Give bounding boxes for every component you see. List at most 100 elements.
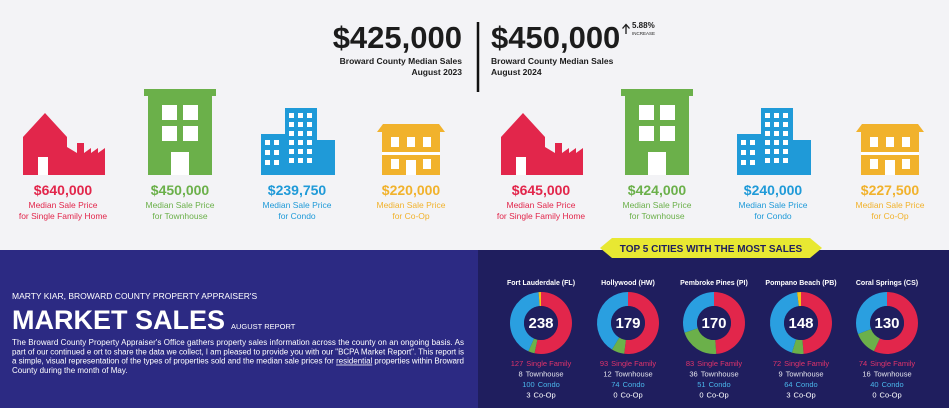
legend-label: Condo bbox=[623, 380, 645, 389]
city-total: 179 bbox=[615, 315, 640, 332]
icon-part bbox=[171, 152, 189, 175]
price-caption: Median Sale Price bbox=[29, 200, 98, 210]
increase-arrow bbox=[622, 23, 630, 34]
icon-part bbox=[183, 105, 198, 120]
legend-label: Co-Op bbox=[794, 391, 816, 400]
icon-part bbox=[648, 152, 666, 175]
legend-line: 74 Condo bbox=[611, 380, 644, 389]
icon-part bbox=[391, 159, 399, 169]
legend-line: 51 Condo bbox=[697, 380, 730, 389]
icon-part bbox=[289, 158, 294, 163]
icon-part bbox=[423, 159, 431, 169]
city-name: Pembroke Pines (PI) bbox=[680, 280, 748, 287]
donut-segment bbox=[714, 292, 746, 354]
legend-label: Condo bbox=[796, 380, 818, 389]
donut-segment bbox=[597, 292, 628, 350]
legend-label: Co-Op bbox=[621, 391, 643, 400]
donut-segment bbox=[538, 292, 541, 307]
median-price: $640,000 bbox=[34, 182, 93, 198]
icon-part bbox=[885, 160, 895, 175]
icon-part bbox=[621, 89, 693, 96]
donut-segment bbox=[873, 291, 918, 354]
current-amount: $450,000 bbox=[491, 20, 620, 55]
donut-segment bbox=[770, 292, 799, 353]
legend-count: 40 bbox=[870, 380, 878, 389]
donut-segment bbox=[683, 292, 714, 333]
report-panel bbox=[0, 250, 478, 408]
icon-part bbox=[774, 149, 779, 154]
price-caption: for Single Family Home bbox=[497, 211, 586, 221]
icon-part bbox=[765, 140, 770, 145]
paragraph-text: a simple, visual representation of the t… bbox=[12, 357, 336, 366]
icon-part bbox=[406, 160, 416, 175]
legend-count: 51 bbox=[697, 380, 705, 389]
icon-part bbox=[391, 137, 399, 147]
icon-part bbox=[307, 158, 312, 163]
legend-count: 9 bbox=[778, 370, 782, 379]
icon-part bbox=[886, 137, 894, 147]
legend-line: 0 Co-Op bbox=[872, 391, 901, 400]
legend-count: 8 bbox=[518, 370, 522, 379]
prior-caption: Broward County Median Sales bbox=[340, 56, 463, 66]
price-caption: Median Sale Price bbox=[377, 200, 446, 210]
price-caption: for Single Family Home bbox=[19, 211, 108, 221]
legend-line: 83 Single Family bbox=[686, 359, 743, 368]
icon-part bbox=[289, 140, 294, 145]
legend-label: Townhouse bbox=[874, 370, 912, 379]
icon-part bbox=[382, 152, 440, 155]
icon-part bbox=[639, 105, 654, 120]
change-label: INCREASE bbox=[632, 31, 655, 36]
paragraph-text: properties within Broward bbox=[372, 357, 464, 366]
icon-part bbox=[274, 160, 279, 165]
legend-label: Townhouse bbox=[526, 370, 564, 379]
change: 5.88% bbox=[632, 21, 655, 30]
legend-count: 64 bbox=[784, 380, 792, 389]
icon-part bbox=[856, 124, 924, 132]
median-price: $645,000 bbox=[512, 182, 571, 198]
icon-part bbox=[783, 122, 788, 127]
price-caption: for Co-Op bbox=[392, 211, 430, 221]
city-name: Pompano Beach (PB) bbox=[765, 280, 836, 287]
donut-segment bbox=[684, 328, 717, 354]
paragraph-line: a simple, visual representation of the t… bbox=[12, 357, 464, 366]
icon-part bbox=[765, 131, 770, 136]
median-price: $424,000 bbox=[628, 182, 687, 198]
icon-part bbox=[861, 152, 919, 155]
price-caption: for Townhouse bbox=[152, 211, 207, 221]
donut-center bbox=[784, 306, 818, 340]
icon-part bbox=[298, 131, 303, 136]
icon-part bbox=[298, 140, 303, 145]
icon-part bbox=[183, 126, 198, 141]
icon-part bbox=[377, 124, 445, 132]
byline: MARTY KIAR, BROWARD COUNTY PROPERTY APPR… bbox=[12, 291, 258, 301]
paragraph-text: residential bbox=[336, 357, 372, 366]
legend-label: Townhouse bbox=[701, 370, 739, 379]
icon-part bbox=[774, 113, 779, 118]
legend-count: 100 bbox=[522, 380, 535, 389]
legend-count: 74 bbox=[611, 380, 619, 389]
icon-part bbox=[902, 159, 910, 169]
median-price: $240,000 bbox=[744, 182, 803, 198]
paragraph-text: County during the month of May. bbox=[12, 366, 127, 375]
icon-part bbox=[765, 122, 770, 127]
city-total: 148 bbox=[788, 315, 813, 332]
donut-center bbox=[870, 306, 904, 340]
legend-label: Single Family bbox=[526, 359, 571, 368]
legend-label: Condo bbox=[709, 380, 731, 389]
donut-center bbox=[697, 306, 731, 340]
icon-part bbox=[741, 150, 746, 155]
city-name: Fort Lauderdale (FL) bbox=[507, 280, 575, 287]
legend-count: 0 bbox=[872, 391, 876, 400]
legend-line: 3 Co-Op bbox=[786, 391, 815, 400]
donut-segment bbox=[801, 292, 833, 354]
legend-label: Co-Op bbox=[880, 391, 902, 400]
legend-line: 0 Co-Op bbox=[613, 391, 642, 400]
icon-part bbox=[38, 157, 48, 175]
icon-part bbox=[783, 131, 788, 136]
price-caption: Median Sale Price bbox=[263, 200, 332, 210]
legend-line: 93 Single Family bbox=[600, 359, 657, 368]
donut-center bbox=[524, 306, 558, 340]
icon-part bbox=[870, 137, 878, 147]
legend-count: 74 bbox=[859, 359, 867, 368]
legend-line: 9 Townhouse bbox=[778, 370, 823, 379]
